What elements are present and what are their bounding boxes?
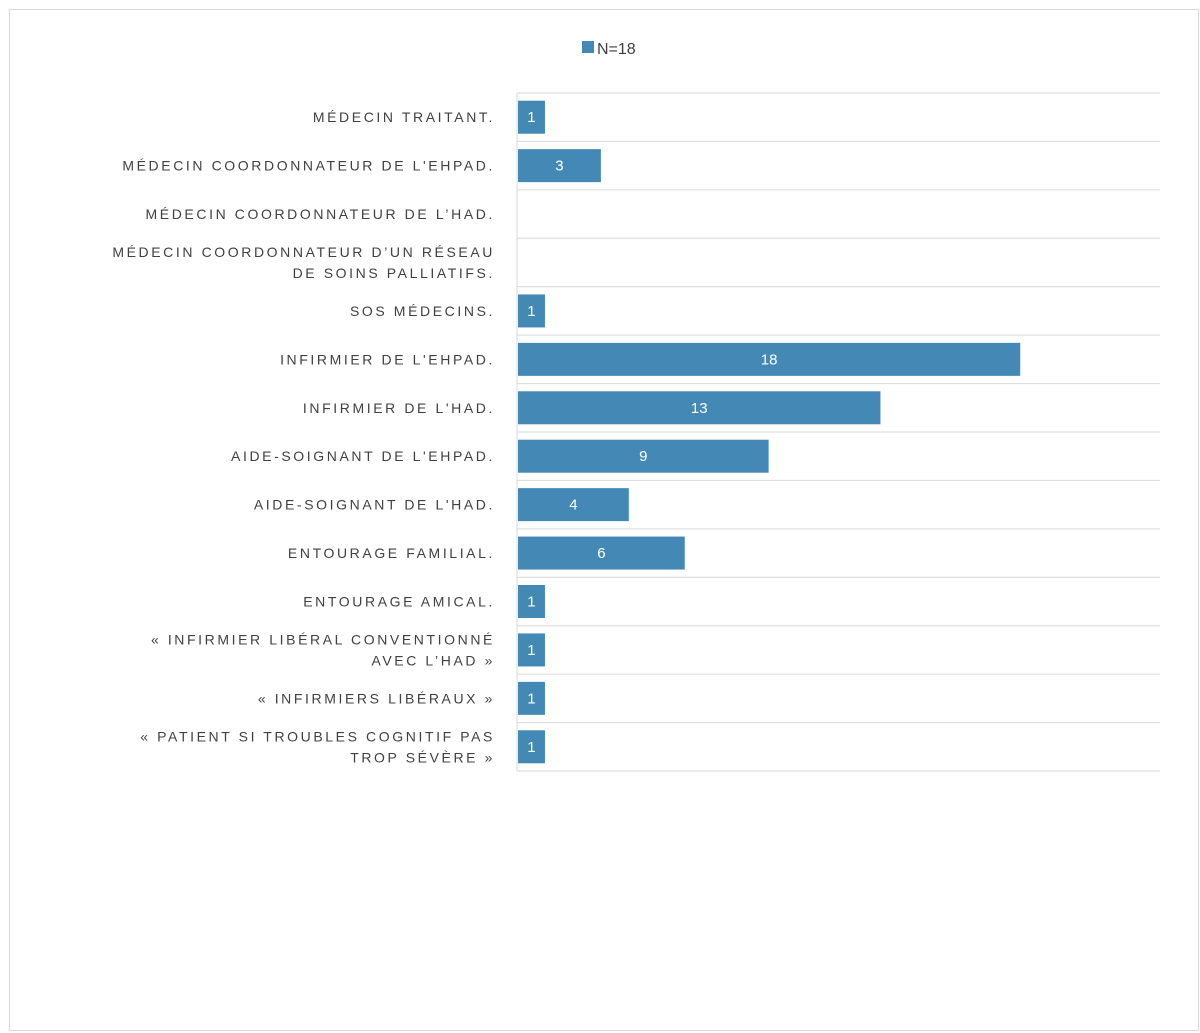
data-label: 1: [527, 690, 535, 707]
category-label: « INFIRMIERS LIBÉRAUX »: [258, 690, 495, 706]
category-label: AVEC L’HAD »: [371, 652, 495, 668]
category-label: MÉDECIN TRAITANT.: [313, 109, 495, 125]
data-label: 6: [597, 545, 605, 562]
category-label: TROP SÉVÈRE »: [350, 749, 495, 765]
chart-frame: [9, 9, 1199, 1031]
bar: [518, 342, 1021, 376]
category-label: « PATIENT SI TROUBLES COGNITIF PAS: [140, 728, 495, 744]
category-label: AIDE-SOIGNANT DE L'HAD.: [254, 497, 495, 513]
data-label: 1: [527, 109, 535, 126]
category-label: SOS MÉDECINS.: [350, 303, 495, 319]
bar: [518, 439, 769, 473]
bar: [518, 100, 545, 134]
bar: [518, 536, 685, 570]
data-label: 3: [555, 158, 563, 175]
data-label: 1: [527, 642, 535, 659]
category-label: AIDE-SOIGNANT DE L'EHPAD.: [231, 448, 495, 464]
category-labels: MÉDECIN TRAITANT. MÉDECIN COORDONNATEUR D…: [112, 109, 495, 765]
category-label: MÉDECIN COORDONNATEUR DE L'EHPAD.: [122, 158, 495, 174]
bar: [518, 294, 545, 328]
gridlines: [517, 92, 1160, 772]
bars: [518, 100, 1021, 764]
legend-label: N=18: [597, 41, 636, 58]
data-label: 9: [639, 448, 647, 465]
category-label: INFIRMIER DE L'HAD.: [303, 400, 495, 416]
data-label: 4: [569, 497, 577, 514]
category-label: MÉDECIN COORDONNATEUR D’UN RÉSEAU: [112, 244, 495, 260]
bar: [518, 681, 545, 715]
bar: [518, 149, 601, 183]
category-label: MÉDECIN COORDONNATEUR DE L’HAD.: [146, 206, 495, 222]
legend: N=18: [582, 41, 636, 58]
bar: [518, 730, 545, 764]
legend-swatch: [582, 41, 594, 53]
category-label: DE SOINS PALLIATIFS.: [293, 265, 495, 281]
bar: [518, 633, 545, 667]
data-label: 1: [527, 739, 535, 756]
data-label: 1: [527, 303, 535, 320]
data-label: 1: [527, 594, 535, 611]
bar: [518, 488, 629, 522]
data-label: 13: [691, 400, 708, 417]
category-label: « INFIRMIER LIBÉRAL CONVENTIONNÉ: [151, 631, 495, 647]
data-label: 18: [761, 351, 778, 368]
bar: [518, 585, 545, 618]
category-label: ENTOURAGE FAMILIAL.: [288, 545, 495, 561]
category-label: INFIRMIER DE L'EHPAD.: [280, 351, 495, 367]
category-label: ENTOURAGE AMICAL.: [303, 594, 495, 610]
bar: [518, 391, 881, 425]
